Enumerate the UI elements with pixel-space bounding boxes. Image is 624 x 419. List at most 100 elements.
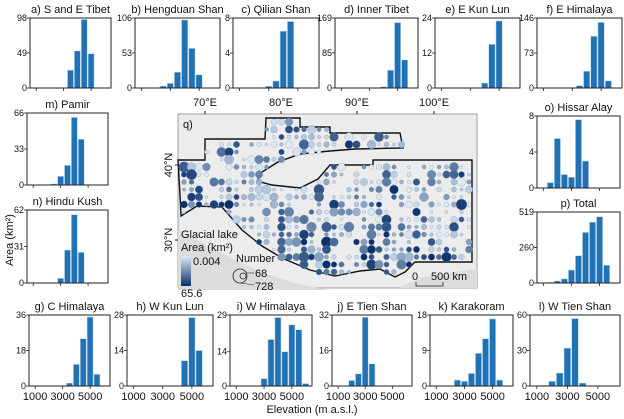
y-tick-label: 106: [117, 13, 132, 23]
lake-dot: [309, 240, 314, 244]
lake-dot: [316, 209, 322, 215]
lake-dot: [301, 149, 307, 155]
lake-dot: [195, 163, 203, 171]
lake-dot: [196, 172, 202, 177]
x-tick-label: 3000: [555, 391, 579, 403]
lake-dot: [278, 156, 285, 163]
lake-dot: [353, 179, 360, 185]
bar: [596, 216, 603, 284]
lake-dot: [314, 252, 324, 262]
lake-dot: [399, 179, 404, 185]
panel-title: a) S and E Tibet: [31, 4, 110, 16]
lake-dot: [257, 202, 261, 207]
longitude-label: 70°E: [193, 97, 217, 109]
lake-dot: [300, 186, 308, 193]
lake-dot: [187, 200, 196, 209]
panel-b: b) Hengduan Shan 0 53 106: [117, 4, 224, 93]
lake-dot: [406, 246, 412, 253]
lake-dot: [404, 230, 414, 239]
lake-dot: [428, 216, 435, 223]
bar: [568, 176, 575, 189]
lake-dot: [271, 157, 277, 162]
lake-dot: [202, 162, 211, 172]
x-tick-label: 5000: [78, 391, 102, 403]
lake-dot: [277, 245, 286, 254]
lake-dot: [443, 193, 450, 201]
panel-p: p) Total 0 260 519: [519, 198, 621, 288]
lake-dot: [329, 207, 339, 217]
lake-dot: [347, 270, 351, 274]
y-tick-label: 260: [519, 242, 534, 252]
y-tick-label: 0: [529, 183, 534, 193]
y-tick-label: 14: [217, 347, 227, 357]
lake-dot: [249, 225, 254, 229]
lake-dot: [317, 135, 321, 139]
lake-dot: [269, 200, 279, 209]
bar: [481, 82, 489, 89]
lake-dot: [277, 222, 286, 232]
lake-dot: [271, 141, 277, 148]
lake-dot: [362, 210, 366, 214]
lake-dot: [429, 210, 434, 214]
lake-dot: [285, 253, 293, 261]
lake-dot: [264, 127, 269, 132]
y-tick-label: 9: [422, 346, 427, 356]
lake-dot: [285, 193, 293, 201]
lake-dot: [324, 127, 329, 132]
lake-dot: [225, 193, 233, 201]
y-tick-label: 0: [529, 278, 534, 288]
lake-dot: [264, 217, 269, 222]
lake-dot: [455, 198, 468, 211]
lake-dot: [391, 232, 397, 237]
lake-dot: [180, 200, 188, 209]
lake-dot: [299, 229, 309, 240]
lake-dot: [465, 185, 473, 194]
lake-dot: [441, 251, 452, 263]
lake-dot: [427, 238, 436, 246]
lake-dot: [194, 192, 204, 202]
lake-dot: [375, 223, 383, 231]
panel-m: m) Pamir 0 33 66: [14, 99, 109, 190]
bar: [80, 19, 88, 89]
lake-dot: [467, 225, 471, 229]
lake-dot: [398, 141, 405, 148]
lake-dot: [278, 231, 285, 238]
lake-dot: [301, 134, 307, 140]
x-tick-label: 3000: [50, 391, 74, 403]
panel-title: f) E Himalaya: [546, 4, 613, 16]
x-tick-label: 3000: [452, 391, 476, 403]
bar: [57, 277, 64, 284]
legend-subtitle: Area (km²): [181, 242, 233, 254]
lake-dot: [414, 187, 419, 192]
y-tick-label: 0: [324, 381, 329, 391]
lake-dot: [436, 224, 442, 230]
x-tick-label: 5000: [480, 391, 504, 403]
panel-j: j) E Tien Shan 0 16 32 1000 3000 5000: [319, 301, 413, 403]
lake-dot: [315, 260, 323, 269]
lake-dot: [360, 200, 368, 209]
y-tick-label: 0: [19, 278, 24, 288]
lake-dot: [368, 254, 375, 260]
x-tick-label: 1000: [525, 391, 549, 403]
lake-dot: [459, 232, 464, 237]
bar: [87, 53, 95, 89]
lake-dot: [324, 217, 329, 222]
lake-dot: [458, 171, 465, 178]
lake-dot: [249, 202, 254, 207]
plot-frame: [232, 17, 320, 89]
y-tick-label: 73: [524, 48, 534, 58]
terrain-shade: [178, 230, 477, 290]
plot-frame: [536, 17, 623, 89]
lake-dot: [360, 253, 368, 261]
lake-dot: [368, 238, 375, 246]
lake-dot: [399, 217, 404, 222]
bar: [368, 363, 376, 387]
y-tick-label: 0: [19, 180, 24, 190]
lake-dot: [285, 125, 293, 134]
panel-i: i) W Himalaya 0 14 29 1000 3000 5000: [217, 301, 313, 403]
lake-dot: [466, 202, 472, 207]
lake-dot: [442, 170, 451, 179]
lake-dot: [209, 177, 219, 187]
y-tick-label: 16: [319, 346, 329, 356]
x-tick-label: 5000: [586, 391, 610, 403]
